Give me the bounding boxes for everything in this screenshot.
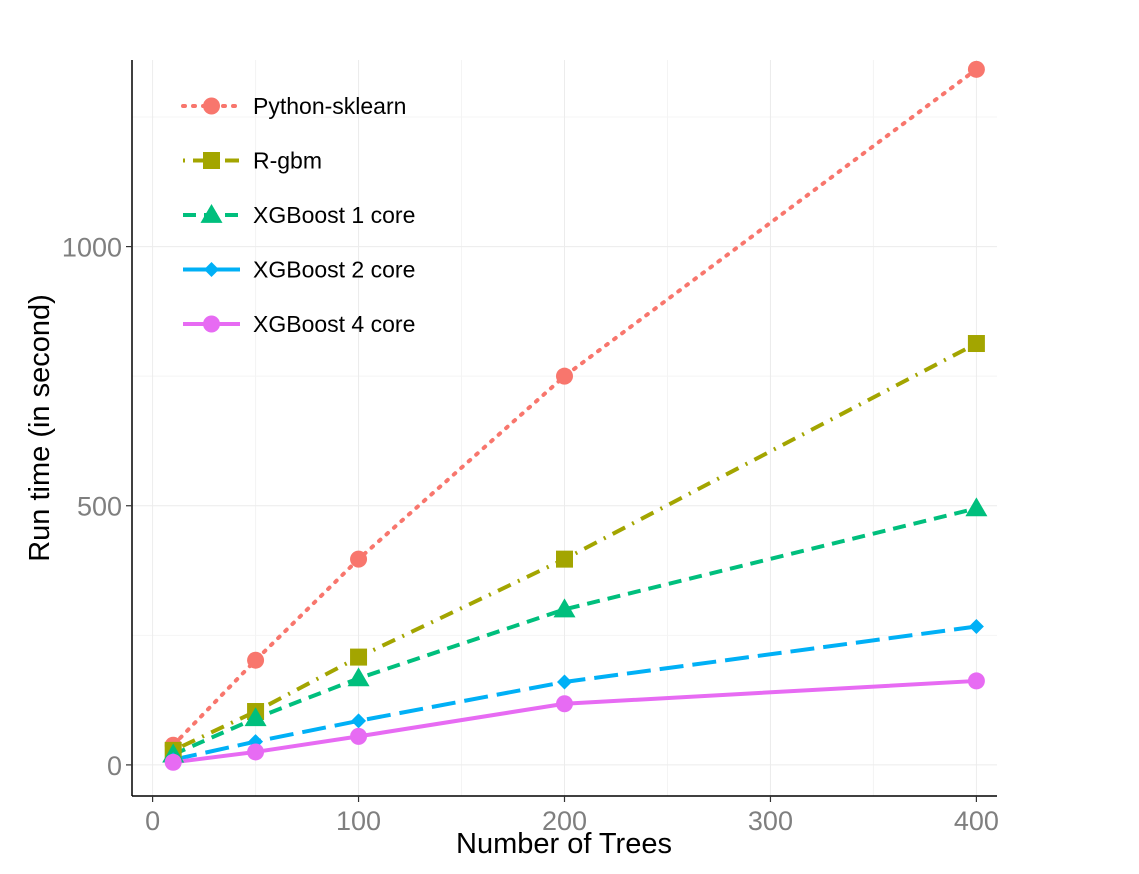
legend-xgboost-4-core-marker: [203, 315, 220, 333]
series-xgboost-4-core-point: [164, 753, 182, 771]
x-tick-label: 100: [336, 806, 381, 836]
series-xgboost-1-core-point: [347, 667, 370, 687]
tick-marks: 0 100 200 300 400 0 500 1000: [62, 233, 999, 836]
series-r-gbm-point: [556, 550, 573, 568]
series-xgboost-2-core-point: [557, 674, 572, 690]
series-xgboost-1-core-point: [553, 598, 576, 618]
legend-xgboost-1-core-marker: [200, 204, 223, 223]
series-xgboost-4-core-point: [556, 695, 573, 713]
series-points: [162, 60, 988, 771]
y-tick-label: 1000: [62, 233, 122, 263]
legend-r-gbm: R-gbm: [183, 148, 322, 174]
legend-python-sklearn-marker: [203, 97, 220, 115]
x-tick-label: 200: [542, 806, 587, 836]
legend: Python-sklearn R-gbm XGBoost 1 core XGBoost…: [181, 93, 415, 337]
series-python-sklearn-point: [247, 651, 265, 669]
series-xgboost-2-core-point: [968, 619, 984, 635]
legend-python-sklearn-label: Python-sklearn: [253, 93, 406, 119]
legend-xgboost-4-core-label: XGBoost 4 core: [253, 311, 415, 337]
series-xgboost-2-core-point: [351, 713, 367, 729]
legend-xgboost-1-core-label: XGBoost 1 core: [253, 202, 415, 228]
series-xgboost-4-core-point: [967, 672, 985, 690]
series-xgboost-4-core-line: [172, 678, 977, 765]
series-xgboost-1-core-point: [965, 497, 988, 517]
series-xgboost-4-core-point: [350, 727, 368, 745]
legend-xgboost-2-core-marker: [204, 262, 219, 277]
series-python-sklearn-point: [350, 550, 368, 568]
x-tick-label: 400: [954, 806, 999, 836]
legend-xgboost-4-core: XGBoost 4 core: [183, 311, 415, 337]
y-axis-title: Run time (in second): [24, 294, 56, 562]
y-tick-label: 0: [107, 751, 122, 781]
series-xgboost-4-core-point: [247, 743, 265, 761]
x-tick-label: 0: [145, 806, 160, 836]
series-xgboost-2-core-line: [172, 624, 977, 762]
x-tick-label: 300: [748, 806, 793, 836]
legend-r-gbm-marker: [203, 152, 220, 169]
y-tick-label: 500: [77, 492, 122, 522]
series-python-sklearn-point: [967, 60, 985, 78]
series-r-gbm-point: [350, 648, 368, 666]
legend-xgboost-1-core: XGBoost 1 core: [183, 202, 415, 228]
series-python-sklearn-point: [556, 367, 573, 385]
x-axis-title: Number of Trees: [456, 828, 672, 860]
legend-python-sklearn: Python-sklearn: [181, 93, 406, 119]
series-r-gbm-point: [967, 335, 985, 353]
legend-xgboost-2-core-label: XGBoost 2 core: [253, 257, 415, 283]
series-xgboost-1-core-point: [244, 707, 267, 727]
legend-r-gbm-label: R-gbm: [253, 148, 322, 174]
series-xgboost-1-core-line: [172, 506, 977, 757]
legend-xgboost-2-core: XGBoost 2 core: [183, 257, 415, 283]
